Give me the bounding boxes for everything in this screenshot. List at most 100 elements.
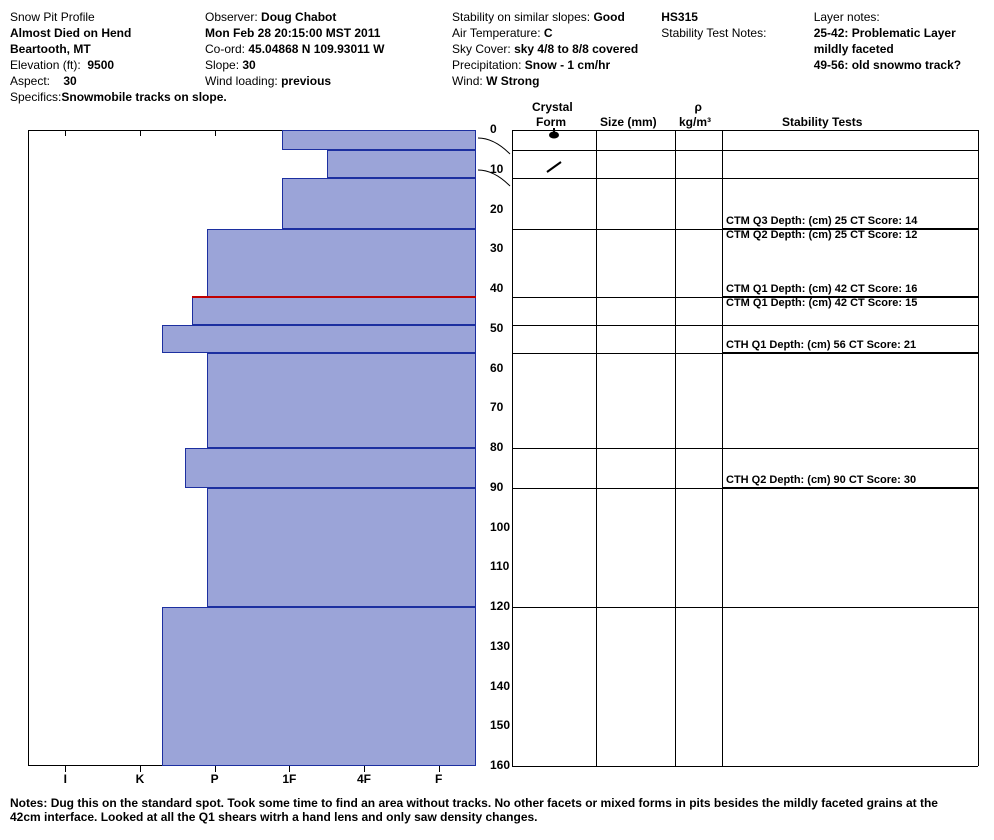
header-col-4: HS315 Stability Test Notes: (661, 10, 793, 106)
table-hline (512, 130, 978, 131)
snow-profile-chart: IKP1F4FF01020304050607080901001101201301… (10, 112, 994, 792)
hdr-aspect-lbl: Aspect: (10, 74, 50, 88)
depth-axis-label: 40 (490, 281, 503, 295)
col-hdr-size: Size (mm) (600, 115, 657, 129)
header: Snow Pit Profile Almost Died on Hend Bea… (10, 10, 994, 106)
hdr-airt-lbl: Air Temperature: (452, 26, 540, 40)
hdr-sky-val: sky 4/8 to 8/8 covered (514, 42, 638, 56)
table-hline (512, 150, 978, 151)
stability-test-entry: CTM Q3 Depth: (cm) 25 CT Score: 14 (726, 215, 917, 227)
hardness-bar (282, 130, 476, 150)
hdr-specifics-lbl: Specifics: (10, 90, 61, 104)
col-hdr-stability: Stability Tests (782, 115, 862, 129)
stability-test-entry: CTH Q1 Depth: (cm) 56 CT Score: 21 (726, 339, 916, 351)
hardness-bar (282, 178, 476, 230)
hdr-layernotes-2: mildly faceted (814, 42, 894, 56)
crystal-icon (544, 160, 564, 174)
table-hline (512, 353, 978, 354)
depth-axis-label: 70 (490, 400, 503, 414)
hardness-bar (185, 448, 476, 488)
hdr-location: Beartooth, MT (10, 42, 91, 56)
table-hline (512, 325, 978, 326)
stability-test-entry: CTM Q1 Depth: (cm) 42 CT Score: 16 (726, 283, 917, 295)
hdr-wind2-val: W Strong (486, 74, 539, 88)
hardness-tick-top (215, 130, 216, 136)
hardness-bar (207, 353, 476, 448)
hardness-axis-label: 1F (282, 772, 296, 786)
hdr-coord-lbl: Co-ord: (205, 42, 245, 56)
hardness-bar (192, 297, 476, 325)
hardness-axis-label: K (136, 772, 145, 786)
depth-axis-label: 90 (490, 480, 503, 494)
table-hline (512, 766, 978, 767)
stab-sep (722, 487, 978, 488)
header-col-2: Observer: Doug Chabot Mon Feb 28 20:15:0… (205, 10, 432, 106)
table-hline (512, 178, 978, 179)
hardness-axis-label: P (211, 772, 219, 786)
depth-axis-label: 150 (490, 718, 510, 732)
hdr-hs: HS315 (661, 10, 698, 24)
hardness-axis-label: F (435, 772, 442, 786)
depth-axis-label: 110 (490, 559, 509, 573)
notes-text: Dug this on the standard spot. Took some… (10, 796, 938, 824)
hdr-elev-val: 9500 (87, 58, 114, 72)
header-col-1: Snow Pit Profile Almost Died on Hend Bea… (10, 10, 185, 106)
stability-test-entry: CTM Q2 Depth: (cm) 25 CT Score: 12 (726, 229, 917, 241)
hardness-bar (162, 607, 476, 766)
depth-axis-label: 120 (490, 599, 510, 613)
depth-axis-label: 20 (490, 202, 503, 216)
depth-axis-label: 80 (490, 440, 503, 454)
table-vline (978, 130, 979, 766)
stab-sep (722, 352, 978, 353)
problematic-layer-line (192, 296, 476, 298)
stability-test-entry: CTM Q1 Depth: (cm) 42 CT Score: 15 (726, 297, 917, 309)
header-col-5: Layer notes: 25-42: Problematic Layer mi… (814, 10, 984, 106)
table-hline (512, 448, 978, 449)
depth-axis-label: 100 (490, 520, 510, 534)
hdr-precip-lbl: Precipitation: (452, 58, 521, 72)
hdr-layernotes-3: 49-56: old snowmo track? (814, 58, 961, 72)
hdr-wind2-lbl: Wind: (452, 74, 483, 88)
hardness-bar (207, 488, 476, 607)
hdr-coord-val: 45.04868 N 109.93011 W (248, 42, 384, 56)
hdr-stab-val: Good (593, 10, 624, 24)
hdr-specifics-val: Snowmobile tracks on slope. (61, 90, 226, 104)
col-hdr-crystal2: Form (536, 115, 566, 129)
hardness-tick-top (140, 130, 141, 136)
hdr-stab-lbl: Stability on similar slopes: (452, 10, 590, 24)
hdr-title: Snow Pit Profile (10, 10, 95, 24)
col-hdr-crystal: Crystal (532, 100, 573, 114)
hdr-wind-lbl: Wind loading: (205, 74, 278, 88)
notes-label: Notes: (10, 796, 47, 810)
hdr-aspect-val: 30 (63, 74, 76, 88)
hardness-bar (327, 150, 476, 178)
hardness-tick-top (65, 130, 66, 136)
hdr-pitname: Almost Died on Hend (10, 26, 131, 40)
crystal-icon (544, 128, 564, 142)
hdr-datetime: Mon Feb 28 20:15:00 MST 2011 (205, 26, 380, 40)
depth-axis-label: 50 (490, 321, 503, 335)
hdr-precip-val: Snow - 1 cm/hr (525, 58, 610, 72)
crystal-connector (476, 166, 516, 190)
col-hdr-rho: ρ (695, 100, 702, 114)
depth-axis-label: 160 (490, 758, 510, 772)
hdr-layernotes-lbl: Layer notes: (814, 10, 880, 24)
hdr-slope-lbl: Slope: (205, 58, 239, 72)
hdr-obs-val: Doug Chabot (261, 10, 336, 24)
hdr-layernotes-1: 25-42: Problematic Layer (814, 26, 956, 40)
hdr-obs-lbl: Observer: (205, 10, 258, 24)
hdr-elev-lbl: Elevation (ft): (10, 58, 81, 72)
hardness-bar (207, 229, 476, 297)
depth-axis-label: 140 (490, 679, 510, 693)
table-hline (512, 488, 978, 489)
table-hline (512, 607, 978, 608)
hardness-bar (162, 325, 476, 353)
depth-axis-label: 130 (490, 639, 510, 653)
hardness-axis-label: 4F (357, 772, 371, 786)
hdr-airt-val: C (544, 26, 553, 40)
depth-axis-label: 60 (490, 361, 503, 375)
col-hdr-rho2: kg/m³ (679, 115, 711, 129)
footer-notes: Notes: Dug this on the standard spot. To… (10, 796, 970, 824)
hardness-axis-label: I (64, 772, 67, 786)
hdr-wind-val: previous (281, 74, 331, 88)
